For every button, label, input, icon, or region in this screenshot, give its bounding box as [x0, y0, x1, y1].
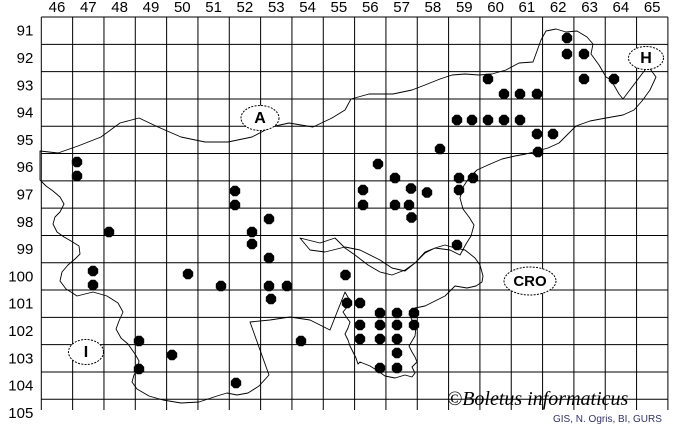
svg-text:I: I — [84, 344, 88, 361]
svg-text:61: 61 — [519, 0, 536, 16]
svg-text:92: 92 — [17, 50, 34, 67]
svg-text:H: H — [640, 50, 652, 67]
svg-text:60: 60 — [487, 0, 504, 16]
svg-text:96: 96 — [17, 159, 34, 176]
svg-text:103: 103 — [8, 350, 33, 367]
svg-text:102: 102 — [8, 323, 33, 340]
svg-text:98: 98 — [17, 214, 34, 231]
svg-text:47: 47 — [80, 0, 97, 16]
svg-text:57: 57 — [393, 0, 410, 16]
svg-text:94: 94 — [17, 105, 34, 122]
svg-text:101: 101 — [8, 296, 33, 313]
svg-text:65: 65 — [644, 0, 661, 16]
svg-text:46: 46 — [49, 0, 66, 16]
svg-text:51: 51 — [205, 0, 222, 16]
svg-text:91: 91 — [17, 23, 34, 40]
svg-text:48: 48 — [111, 0, 128, 16]
svg-text:62: 62 — [550, 0, 567, 16]
svg-text:93: 93 — [17, 77, 34, 94]
svg-text:GIS, N. Ogris, BI, GURS: GIS, N. Ogris, BI, GURS — [553, 414, 662, 425]
svg-text:56: 56 — [362, 0, 379, 16]
svg-text:49: 49 — [143, 0, 160, 16]
svg-text:100: 100 — [8, 268, 33, 285]
svg-text:52: 52 — [237, 0, 254, 16]
svg-text:53: 53 — [268, 0, 285, 16]
svg-text:63: 63 — [581, 0, 598, 16]
svg-text:CRO: CRO — [513, 273, 547, 290]
svg-text:A: A — [254, 110, 266, 127]
svg-text:54: 54 — [299, 0, 316, 16]
svg-text:50: 50 — [174, 0, 191, 16]
svg-text:©Boletus informaticus: ©Boletus informaticus — [447, 388, 629, 410]
svg-text:97: 97 — [17, 187, 34, 204]
svg-text:55: 55 — [331, 0, 348, 16]
svg-text:95: 95 — [17, 132, 34, 149]
svg-text:99: 99 — [17, 241, 34, 258]
svg-text:104: 104 — [8, 378, 33, 395]
svg-text:105: 105 — [8, 405, 33, 422]
svg-text:64: 64 — [613, 0, 630, 16]
svg-text:59: 59 — [456, 0, 473, 16]
svg-text:58: 58 — [425, 0, 442, 16]
